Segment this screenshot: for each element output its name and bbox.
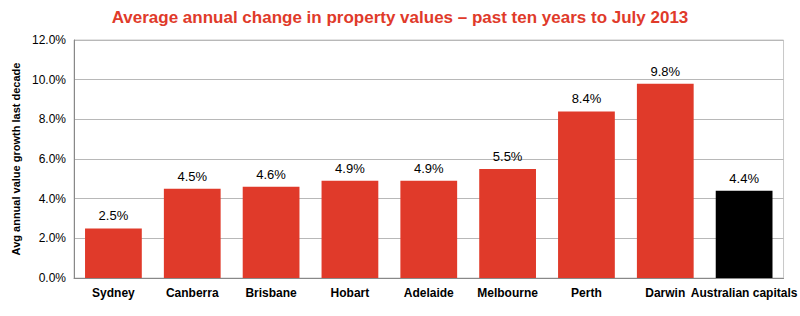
svg-text:Australian capitals: Australian capitals [691,286,798,300]
svg-text:4.0%: 4.0% [39,192,67,206]
svg-text:4.4%: 4.4% [729,171,759,186]
svg-text:Melbourne: Melbourne [477,286,538,300]
svg-text:Canberra: Canberra [166,286,219,300]
svg-text:2.0%: 2.0% [39,231,67,245]
svg-text:8.4%: 8.4% [572,91,602,106]
svg-text:6.0%: 6.0% [39,152,67,166]
svg-text:9.8%: 9.8% [650,64,680,79]
svg-text:10.0%: 10.0% [32,73,66,87]
svg-text:4.6%: 4.6% [256,167,286,182]
svg-text:Avg annual value growth last d: Avg annual value growth last decade [10,63,22,256]
svg-text:5.5%: 5.5% [493,149,523,164]
svg-text:Darwin: Darwin [645,286,685,300]
svg-text:Adelaide: Adelaide [404,286,454,300]
svg-text:Brisbane: Brisbane [245,286,297,300]
svg-text:2.5%: 2.5% [99,208,129,223]
svg-text:0.0%: 0.0% [39,271,67,285]
svg-text:Perth: Perth [571,286,602,300]
svg-text:Sydney: Sydney [92,286,135,300]
svg-text:8.0%: 8.0% [39,112,67,126]
svg-text:Hobart: Hobart [331,286,370,300]
svg-text:Average annual change in prope: Average annual change in property values… [112,8,689,27]
svg-text:4.9%: 4.9% [335,161,365,176]
svg-text:4.9%: 4.9% [414,161,444,176]
svg-text:12.0%: 12.0% [32,33,66,47]
svg-text:4.5%: 4.5% [177,169,207,184]
